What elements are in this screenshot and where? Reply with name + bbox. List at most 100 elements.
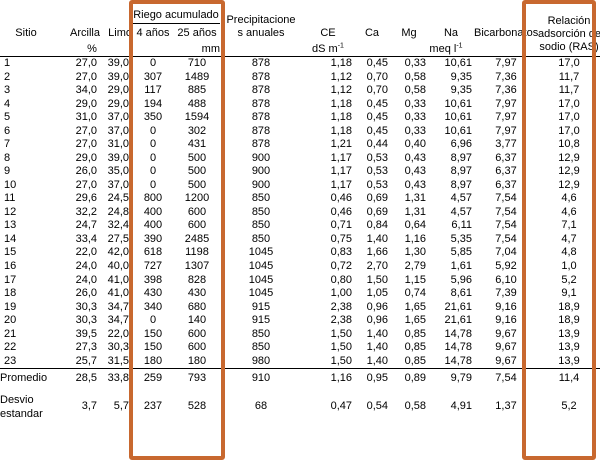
unit-ce: dS m-1 (302, 41, 354, 57)
table-cell: 2 (4, 70, 11, 83)
table-cell: 7,36 (495, 70, 517, 83)
table-cell: 27,3 (75, 341, 97, 354)
header-precip-line2: s anuales (237, 27, 285, 39)
promedio-row: Promedio 28,5 33,8 259 793 910 1,16 0,95 0,89 9,7… (0, 368, 600, 389)
table-cell: 0,33 (404, 57, 426, 70)
table-cell: 0 (149, 178, 157, 191)
header-mg: Mg (401, 27, 417, 39)
table-row: 8 29,0 39,0 0 500 900 1,17 0,53 0,43 8,97 6,37 12,9 (0, 152, 600, 166)
header-na: Na (443, 27, 459, 39)
table-cell: 140 (187, 314, 207, 327)
table-cell: 1045 (248, 259, 274, 272)
table-cell: 7 (4, 138, 11, 151)
table-cell: 0 (149, 151, 157, 164)
table-cell: 0,72 (330, 259, 352, 272)
promedio-cell: 9,79 (450, 372, 472, 385)
table-cell: 0,53 (366, 165, 388, 178)
table-cell: 0,83 (330, 246, 352, 259)
table-cell: 7,36 (495, 84, 517, 97)
table-cell: 3,77 (495, 138, 517, 151)
desvio-cell: 237 (143, 400, 163, 413)
table-cell: 7,97 (495, 57, 517, 70)
table-cell: 9,16 (495, 300, 517, 313)
table-cell: 302 (187, 124, 207, 137)
table-cell: 600 (187, 205, 207, 218)
table-cell: 8,97 (450, 178, 472, 191)
table-cell: 41,0 (107, 287, 129, 300)
unit-ce-exp: -1 (337, 42, 344, 50)
table-cell: 8 (4, 151, 11, 164)
table-cell: 0,80 (330, 273, 352, 286)
header-limo: Limo (108, 27, 132, 39)
table-cell: 488 (187, 97, 207, 110)
table-cell: 41,0 (107, 273, 129, 286)
table-cell: 24,5 (107, 192, 129, 205)
table-row: 15 22,0 42,0 618 1198 1045 0,83 1,66 1,30 5,85 7,0… (0, 246, 600, 260)
table-cell: 1,40 (366, 327, 388, 340)
table-cell: 10,61 (444, 124, 472, 137)
table-cell: 0,85 (404, 354, 426, 367)
table-cell: 31,0 (75, 111, 97, 124)
desvio-cell: 1,37 (495, 400, 517, 413)
table-row: 1 27,0 39,0 0 710 878 1,18 0,45 0,33 10,61 7,97 17,… (0, 57, 600, 71)
desvio-label-line2: estandar (0, 407, 43, 420)
table-cell: 39,0 (107, 70, 129, 83)
table-cell: 0,45 (366, 111, 388, 124)
unit-mm: mm (201, 43, 220, 55)
table-cell: 710 (187, 57, 207, 70)
table-cell: 13 (4, 219, 17, 232)
table-cell: 4,8 (561, 246, 577, 259)
table-cell: 2,70 (366, 259, 388, 272)
table-cell: 0,71 (330, 219, 352, 232)
table-cell: 0 (149, 138, 157, 151)
table-cell: 27,0 (75, 178, 97, 191)
table-cell: 5,92 (495, 259, 517, 272)
table-cell: 6,37 (495, 178, 517, 191)
table-cell: 885 (187, 84, 207, 97)
table-cell: 0,33 (404, 111, 426, 124)
table-cell: 1,00 (330, 287, 352, 300)
table-cell: 33,4 (75, 232, 97, 245)
table-cell: 35,0 (107, 165, 129, 178)
table-cell: 39,5 (75, 327, 97, 340)
table-cell: 150 (143, 341, 163, 354)
table-cell: 14,78 (444, 341, 472, 354)
table-cell: 24,0 (75, 259, 97, 272)
table-cell: 4,57 (450, 205, 472, 218)
table-cell: 400 (143, 205, 163, 218)
table-cell: 2485 (184, 232, 210, 245)
table-cell: 1,50 (330, 354, 352, 367)
table-row: 23 25,7 31,5 180 180 980 1,50 1,40 0,85 14,78 9,67… (0, 354, 600, 368)
highlight-riego-columns (129, 0, 225, 460)
table-cell: 19 (4, 300, 17, 313)
table-row: 7 27,0 31,0 0 431 878 1,21 0,44 0,40 6,96 3,77 10,8 (0, 138, 600, 152)
table-cell: 1,21 (330, 138, 352, 151)
table-cell: 9,67 (495, 327, 517, 340)
table-row: 11 29,6 24,5 800 1200 850 0,46 0,69 1,31 4,57 7,54… (0, 192, 600, 206)
table-cell: 1594 (184, 111, 210, 124)
table-cell: 1,40 (366, 232, 388, 245)
table-cell: 500 (187, 151, 207, 164)
table-cell: 0,70 (366, 70, 388, 83)
table-cell: 1045 (248, 246, 274, 259)
table-cell: 618 (143, 246, 163, 259)
table-cell: 1,40 (366, 341, 388, 354)
table-cell: 0,96 (366, 314, 388, 327)
table-cell: 6,96 (450, 138, 472, 151)
table-cell: 37,0 (107, 124, 129, 137)
unit-percent: % (87, 43, 97, 55)
table-cell: 25,7 (75, 354, 97, 367)
table-cell: 900 (251, 178, 271, 191)
desvio-label-line1: Desvio (0, 393, 34, 406)
table-cell: 10,61 (444, 97, 472, 110)
unit-meq: meq l-1 (354, 41, 538, 57)
desvio-label: Desvio estandar (0, 389, 52, 425)
table-cell: 42,0 (107, 246, 129, 259)
table-cell: 1,40 (366, 354, 388, 367)
table-cell: 1,31 (404, 192, 426, 205)
table-cell: 878 (251, 138, 271, 151)
desvio-cell: 4,91 (450, 400, 472, 413)
table-cell: 915 (251, 300, 271, 313)
table-cell: 1,61 (450, 259, 472, 272)
table-cell: 21,61 (444, 300, 472, 313)
